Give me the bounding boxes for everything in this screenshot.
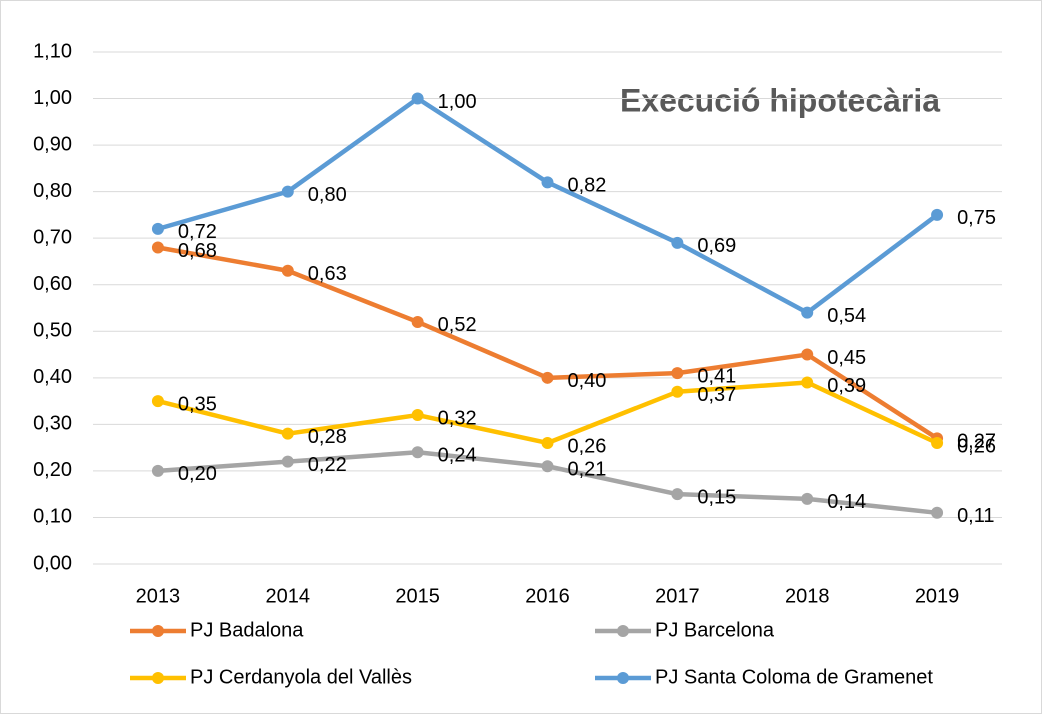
data-label: 0,54	[827, 305, 866, 327]
legend-label: PJ Badalona	[190, 619, 304, 641]
data-label: 0,21	[568, 459, 607, 481]
data-point	[541, 436, 554, 449]
data-label: 0,35	[178, 393, 217, 415]
data-label: 0,22	[308, 454, 347, 476]
data-label: 0,82	[568, 175, 607, 197]
data-label: 0,41	[697, 365, 736, 387]
data-label: 0,28	[308, 426, 347, 448]
chart-title: Execució hipotecària	[620, 82, 940, 118]
legend-marker	[617, 672, 629, 684]
data-label: 0,80	[308, 184, 347, 206]
y-tick-label: 0,80	[33, 180, 72, 202]
data-label: 0,26	[568, 435, 607, 457]
data-point	[671, 488, 684, 501]
y-tick-label: 0,50	[33, 320, 72, 342]
data-point	[931, 208, 944, 221]
data-point	[411, 409, 424, 422]
data-point	[151, 395, 164, 408]
data-label: 0,37	[697, 384, 736, 406]
data-point	[411, 315, 424, 328]
x-tick-label: 2019	[915, 585, 960, 607]
data-point	[801, 348, 814, 361]
legend-marker	[152, 625, 164, 637]
data-point	[671, 367, 684, 380]
y-tick-label: 0,10	[33, 506, 72, 528]
y-tick-label: 0,20	[33, 459, 72, 481]
x-tick-label: 2018	[785, 585, 830, 607]
data-point	[281, 185, 294, 198]
data-label: 1,00	[438, 91, 477, 113]
y-tick-label: 0,00	[33, 552, 72, 574]
data-point	[671, 385, 684, 398]
data-point	[281, 427, 294, 440]
data-point	[931, 506, 944, 519]
x-tick-label: 2016	[525, 585, 570, 607]
y-tick-label: 1,00	[33, 87, 72, 109]
data-point	[931, 436, 944, 449]
data-label: 0,63	[308, 263, 347, 285]
data-point	[801, 376, 814, 389]
data-label: 0,27	[957, 431, 996, 453]
data-label: 0,75	[957, 207, 996, 229]
data-label: 0,24	[438, 445, 477, 467]
legend-marker	[152, 672, 164, 684]
legend-label: PJ Cerdanyola del Vallès	[190, 666, 412, 688]
legend-marker	[617, 625, 629, 637]
y-tick-label: 0,90	[33, 133, 72, 155]
data-label: 0,72	[178, 221, 217, 243]
data-label: 0,39	[827, 375, 866, 397]
y-tick-label: 0,40	[33, 366, 72, 388]
data-label: 0,69	[697, 235, 736, 257]
x-tick-label: 2013	[136, 585, 181, 607]
y-tick-label: 0,60	[33, 273, 72, 295]
data-label: 0,20	[178, 463, 217, 485]
data-label: 0,11	[957, 505, 994, 527]
data-label: 0,14	[827, 491, 866, 513]
data-point	[801, 306, 814, 319]
data-point	[411, 446, 424, 459]
data-point	[151, 222, 164, 235]
x-tick-label: 2015	[395, 585, 440, 607]
data-point	[151, 464, 164, 477]
x-tick-label: 2017	[655, 585, 700, 607]
data-label: 0,45	[827, 347, 866, 369]
y-tick-label: 0,30	[33, 413, 72, 435]
data-point	[281, 455, 294, 468]
data-label: 0,26	[957, 435, 996, 457]
data-point	[411, 92, 424, 105]
data-point	[281, 264, 294, 277]
data-point	[151, 241, 164, 254]
data-point	[541, 371, 554, 384]
data-label: 0,68	[178, 240, 217, 262]
data-point	[541, 176, 554, 189]
data-point	[671, 236, 684, 249]
data-point	[801, 492, 814, 505]
data-label: 0,52	[438, 314, 477, 336]
data-label: 0,40	[568, 370, 607, 392]
y-tick-label: 1,10	[33, 40, 72, 62]
data-label: 0,32	[438, 407, 477, 429]
data-label: 0,15	[697, 486, 736, 508]
y-tick-label: 0,70	[33, 226, 72, 248]
legend-label: PJ Santa Coloma de Gramenet	[655, 666, 933, 688]
x-tick-label: 2014	[266, 585, 311, 607]
data-point	[541, 460, 554, 473]
legend-label: PJ Barcelona	[655, 619, 775, 641]
